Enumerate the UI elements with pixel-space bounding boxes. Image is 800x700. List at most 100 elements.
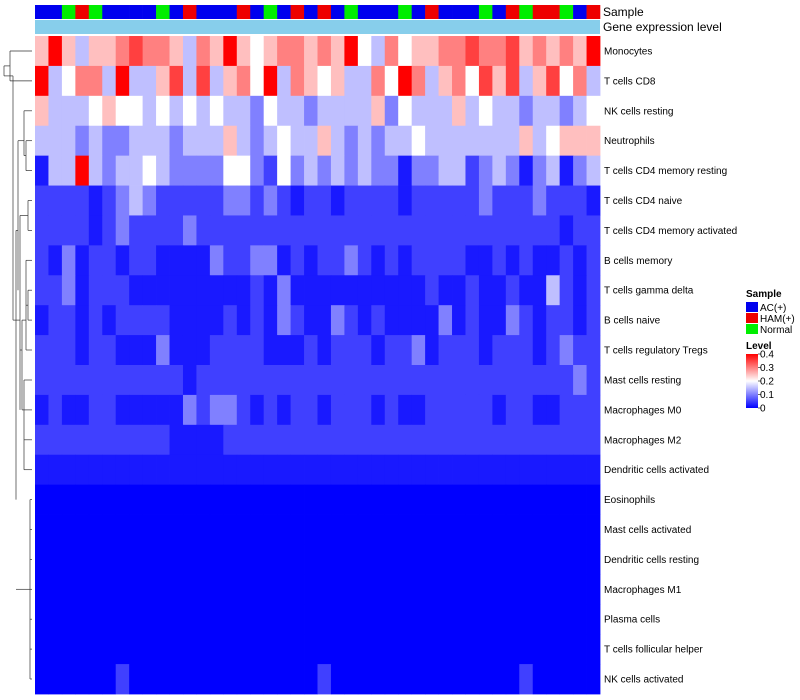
heatmap-cell [182, 65, 197, 97]
heatmap-cell [559, 95, 574, 127]
heatmap-cell [438, 604, 453, 635]
heatmap-cell [61, 664, 76, 695]
sample-annotation-cell [573, 5, 587, 19]
heatmap-cell [169, 335, 184, 366]
row-label: Macrophages M2 [604, 435, 682, 446]
heatmap-cell [357, 185, 372, 216]
heatmap-cell [61, 365, 76, 396]
heatmap-cell [573, 245, 587, 276]
heatmap-cell [35, 514, 49, 545]
heatmap-cell [290, 65, 305, 97]
heatmap-cell [129, 365, 144, 396]
heatmap-cell [277, 95, 291, 127]
heatmap-cell [532, 544, 547, 575]
heatmap-cell [61, 305, 76, 336]
heatmap-cell [586, 664, 601, 695]
heatmap-cell [317, 155, 332, 186]
heatmap-cell [357, 454, 372, 486]
heatmap-cell [586, 185, 601, 216]
heatmap-cell [519, 514, 534, 545]
row-label: T cells CD4 naive [604, 196, 683, 207]
heatmap-cell [35, 634, 49, 665]
heatmap-cell [182, 394, 197, 426]
heatmap-cell [452, 544, 466, 575]
heatmap-cell [465, 305, 480, 336]
heatmap-cell [48, 454, 63, 486]
heatmap-cell [532, 65, 547, 97]
heatmap-cell [304, 36, 318, 67]
heatmap-cell [35, 544, 49, 575]
heatmap-cell [573, 65, 587, 97]
heatmap-cell [182, 335, 197, 366]
heatmap-cell [559, 664, 574, 695]
heatmap-cell [398, 245, 413, 276]
heatmap-cell [411, 95, 426, 127]
heatmap-cell [102, 65, 117, 97]
heatmap-cell [478, 424, 493, 456]
heatmap-cell [290, 95, 305, 127]
heatmap-cell [519, 634, 534, 665]
heatmap-cell [330, 245, 345, 276]
heatmap-cell [48, 394, 63, 426]
heatmap-cell [156, 125, 170, 157]
heatmap-cell [156, 394, 170, 426]
heatmap-cell [425, 484, 439, 515]
heatmap-cell [573, 664, 587, 695]
sample-annotation-cell [532, 5, 547, 19]
heatmap-cell [263, 335, 278, 366]
heatmap-cell [277, 335, 291, 366]
heatmap-cell [425, 305, 439, 336]
heatmap-cell [586, 365, 601, 396]
heatmap-cell [290, 544, 305, 575]
heatmap-cell [532, 36, 547, 67]
heatmap-cell [505, 604, 520, 635]
heatmap-cell [250, 634, 265, 665]
heatmap-cell [357, 365, 372, 396]
sample-annotation-cell [452, 5, 466, 19]
heatmap-cell [330, 65, 345, 97]
heatmap-cell [263, 65, 278, 97]
heatmap-cell [411, 394, 426, 426]
heatmap-cell [196, 664, 211, 695]
heatmap-cell [75, 574, 90, 605]
heatmap-cell [559, 305, 574, 336]
heatmap-cell [546, 484, 561, 515]
heatmap-cell [129, 65, 144, 97]
heatmap-cell [182, 155, 197, 186]
heatmap-cell [35, 275, 49, 306]
heatmap-cell [304, 275, 318, 306]
heatmap-cell [182, 514, 197, 545]
heatmap-cell [169, 664, 184, 695]
heatmap-cell [209, 484, 224, 515]
heatmap-cell [546, 514, 561, 545]
heatmap-cell [182, 574, 197, 605]
heatmap-cell [236, 245, 251, 276]
heatmap-cell [452, 365, 466, 396]
heatmap-cell [398, 335, 413, 366]
heatmap-cell [586, 634, 601, 665]
heatmap-cell [102, 424, 117, 456]
heatmap-cell [357, 664, 372, 695]
heatmap-cell [452, 574, 466, 605]
heatmap-cell [586, 514, 601, 545]
heatmap-cell [371, 95, 386, 127]
heatmap-cell [492, 664, 507, 695]
heatmap-cell [505, 305, 520, 336]
heatmap-cell [48, 155, 63, 186]
heatmap-cell [209, 365, 224, 396]
heatmap-cell [102, 185, 117, 216]
heatmap-cell [209, 424, 224, 456]
heatmap-cell [398, 664, 413, 695]
heatmap-cell [546, 664, 561, 695]
heatmap-cell [317, 215, 332, 246]
heatmap-cell [573, 544, 587, 575]
heatmap-cell [277, 305, 291, 336]
sample-annotation-bar [35, 5, 601, 19]
heatmap-cell [344, 335, 359, 366]
heatmap-cell [411, 335, 426, 366]
heatmap-cell [263, 185, 278, 216]
heatmap-cell [223, 454, 238, 486]
heatmap-cell [290, 664, 305, 695]
heatmap-cell [304, 185, 318, 216]
row-labels: Monocytes T cells CD8 NK cells resting Neut… [604, 47, 737, 686]
